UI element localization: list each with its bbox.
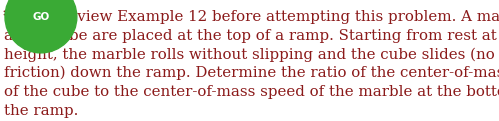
Text: GO: GO — [32, 12, 49, 22]
Text: and a cube are placed at the top of a ramp. Starting from rest at the same: and a cube are placed at the top of a ra… — [4, 29, 499, 43]
Text: height, the marble rolls without slipping and the cube slides (no kinetic: height, the marble rolls without slippin… — [4, 47, 499, 62]
Ellipse shape — [5, 0, 77, 53]
Text: of the cube to the center-of-mass speed of the marble at the bottom of: of the cube to the center-of-mass speed … — [4, 85, 499, 99]
Text: the ramp.: the ramp. — [4, 104, 78, 118]
Text: *54.: *54. — [2, 8, 39, 25]
Text: Review Example 12 before attempting this problem. A marble: Review Example 12 before attempting this… — [57, 10, 499, 24]
Text: friction) down the ramp. Determine the ratio of the center-of-mass speed: friction) down the ramp. Determine the r… — [4, 66, 499, 80]
